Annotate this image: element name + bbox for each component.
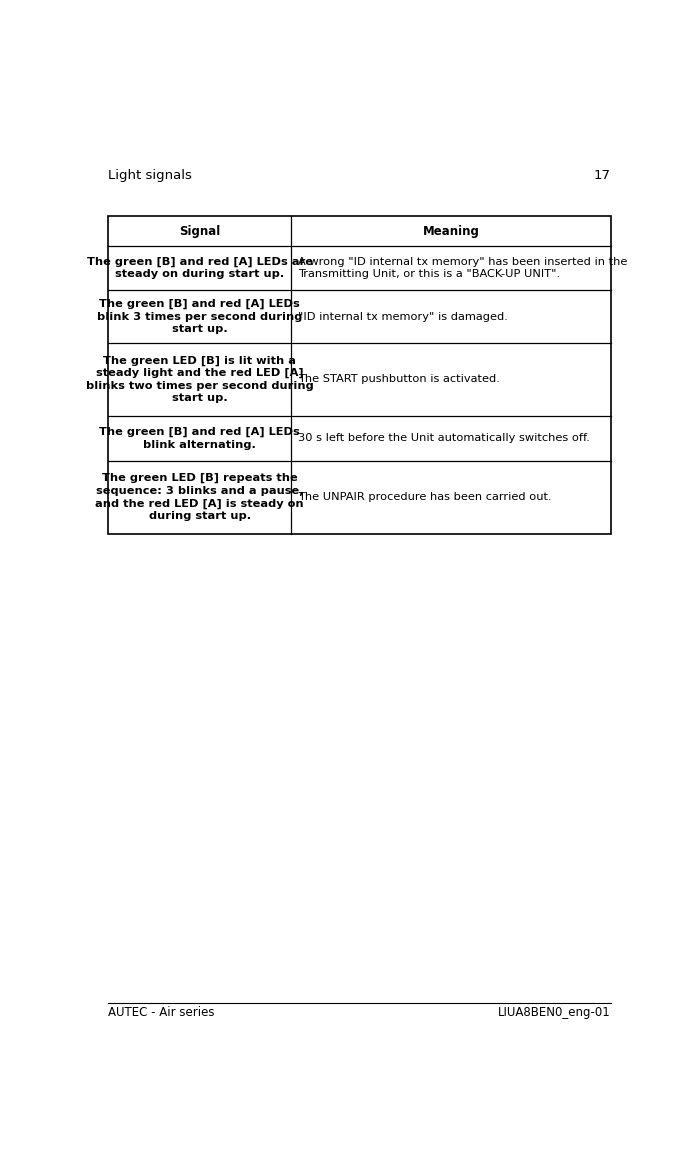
Text: Light signals: Light signals: [107, 169, 192, 182]
Text: The START pushbutton is activated.: The START pushbutton is activated.: [298, 375, 500, 384]
Text: The green [B] and red [A] LEDs
blink 3 times per second during
start up.: The green [B] and red [A] LEDs blink 3 t…: [97, 299, 302, 334]
Text: The green LED [B] repeats the
sequence: 3 blinks and a pause,
and the red LED [A: The green LED [B] repeats the sequence: …: [96, 474, 304, 520]
Text: Meaning: Meaning: [423, 224, 480, 238]
Bar: [107, 216, 611, 533]
Text: The green [B] and red [A] LEDs
blink alternating.: The green [B] and red [A] LEDs blink alt…: [99, 427, 300, 449]
Text: 17: 17: [594, 169, 611, 182]
Text: The green LED [B] is lit with a
steady light and the red LED [A]
blinks two time: The green LED [B] is lit with a steady l…: [86, 356, 313, 403]
Text: "ID internal tx memory" is damaged.: "ID internal tx memory" is damaged.: [298, 312, 508, 322]
Text: Signal: Signal: [179, 224, 221, 238]
Text: 30 s left before the Unit automatically switches off.: 30 s left before the Unit automatically …: [298, 433, 590, 443]
Text: The UNPAIR procedure has been carried out.: The UNPAIR procedure has been carried ou…: [298, 492, 551, 502]
Text: The green [B] and red [A] LEDs are
steady on during start up.: The green [B] and red [A] LEDs are stead…: [87, 257, 313, 279]
Text: A wrong "ID internal tx memory" has been inserted in the
Transmitting Unit, or t: A wrong "ID internal tx memory" has been…: [298, 257, 628, 279]
Text: LIUA8BEN0_eng-01: LIUA8BEN0_eng-01: [498, 1006, 611, 1019]
Text: AUTEC - Air series: AUTEC - Air series: [107, 1006, 214, 1019]
